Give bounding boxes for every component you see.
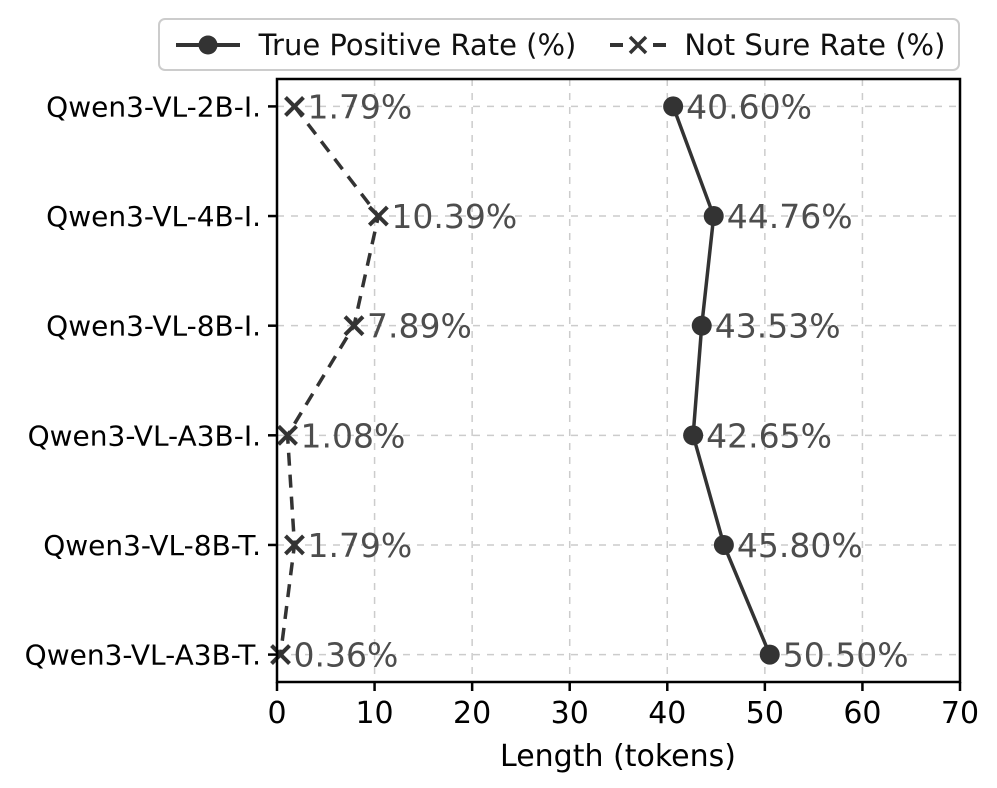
plot-border [275,77,962,684]
legend-line-circle-icon [175,35,240,54]
data-point-label: 7.89% [367,307,472,346]
data-point-marker-circle [683,425,704,446]
x-axis-title: Length (tokens) [500,739,736,774]
series-line-true-positive-rate- [671,105,772,656]
data-point-label: 1.08% [301,416,406,455]
legend-label-true-positive-rate: True Positive Rate (%) [258,27,577,62]
data-point-label: 10.39% [391,197,517,236]
x-tick-label: 60 [843,696,881,731]
series-line-not-sure-rate- [278,105,381,655]
data-point-marker-circle [691,315,712,336]
data-point-label: 45.80% [737,526,863,565]
data-point-marker-x [284,534,305,556]
y-category-label: Qwen3-VL-8B-T. [43,529,261,562]
y-category-label: Qwen3-VL-4B-I. [46,200,261,233]
legend-entry-not-sure-rate: Not Sure Rate (%) [608,28,945,62]
data-point-marker-circle [759,644,780,665]
y-category-label: Qwen3-VL-2B-I. [46,90,261,123]
data-point-label: 40.60% [686,87,812,126]
data-point-label: 42.65% [706,416,832,455]
data-point-label: 43.53% [715,307,841,346]
data-point-marker-circle [703,206,724,227]
legend-label-not-sure-rate: Not Sure Rate (%) [684,27,946,62]
legend-line-x-icon [610,35,667,54]
x-tick-label: 0 [267,696,286,731]
chart-legend: True Positive Rate (%) Not Sure Rate (%) [158,18,960,71]
data-point-marker-circle [713,534,734,555]
data-point-marker-x [367,205,389,227]
y-category-label: Qwen3-VL-8B-I. [46,310,261,343]
x-tick-label: 50 [746,696,784,731]
data-point-marker-circle [663,96,684,117]
x-tick-label: 10 [355,696,393,731]
data-point-marker-x [284,95,305,117]
x-tick-label: 30 [551,696,589,731]
data-point-marker-x [270,644,291,666]
data-point-label: 0.36% [294,636,399,675]
x-tick-label: 70 [941,696,979,731]
data-point-marker-x [277,424,298,446]
data-point-label: 1.79% [307,87,412,126]
data-point-label: 50.50% [783,636,909,675]
data-point-label: 44.76% [727,197,853,236]
data-point-marker-x [343,315,365,337]
y-category-label: Qwen3-VL-A3B-T. [25,639,261,672]
x-tick-label: 20 [453,696,491,731]
legend-entry-true-positive-rate: True Positive Rate (%) [173,27,577,62]
y-category-label: Qwen3-VL-A3B-I. [28,419,261,452]
chart-dynamic-layer: 40.60% 44.76% 43.53% 42.65% 45.80% 50.50% 1.79… [25,77,979,731]
data-point-label: 1.79% [307,526,412,565]
x-tick-label: 40 [648,696,686,731]
